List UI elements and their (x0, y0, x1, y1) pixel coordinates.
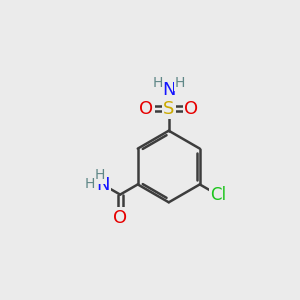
Text: O: O (113, 209, 127, 227)
Text: O: O (184, 100, 198, 118)
Text: H: H (175, 76, 185, 90)
Text: H: H (152, 76, 163, 90)
Text: Cl: Cl (210, 186, 226, 204)
Text: H: H (95, 168, 106, 182)
Text: N: N (162, 81, 175, 99)
Text: O: O (139, 100, 153, 118)
Text: S: S (163, 100, 175, 118)
Text: N: N (96, 176, 109, 194)
Text: H: H (84, 177, 94, 191)
